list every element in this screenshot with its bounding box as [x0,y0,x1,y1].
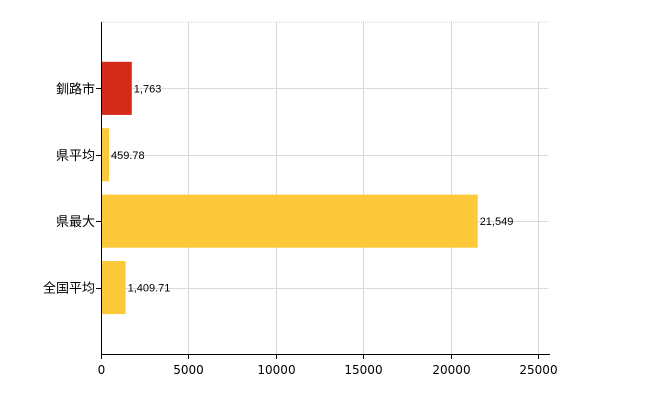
bar-value-label: 21,549 [480,216,514,228]
grid-lines [101,21,548,354]
x-tick-label: 10000 [257,363,295,377]
x-tick-label: 5000 [173,363,204,377]
category-label: 県平均 [56,149,95,164]
category-label: 県最大 [56,215,95,230]
x-tick-label: 15000 [344,363,382,377]
x-tick-label: 20000 [432,363,470,377]
bars-group [101,61,478,315]
bar-value-label: 459.78 [111,150,145,162]
category-label: 全国平均 [43,281,95,297]
bar [101,128,109,182]
bar-value-label: 1,763 [134,83,162,95]
labels-group: 1,763 釧路市 459.78 県平均 21,549 県最大 1,409.71 全国平均 0 5… [43,81,558,377]
bar [101,194,478,248]
x-tick-label: 25000 [519,363,557,377]
x-tick-label: 0 [98,363,106,377]
axes-group [96,22,550,359]
bar-value-label: 1,409.71 [128,283,171,295]
bar [101,61,132,115]
category-label: 釧路市 [56,81,95,97]
bar [101,261,126,315]
